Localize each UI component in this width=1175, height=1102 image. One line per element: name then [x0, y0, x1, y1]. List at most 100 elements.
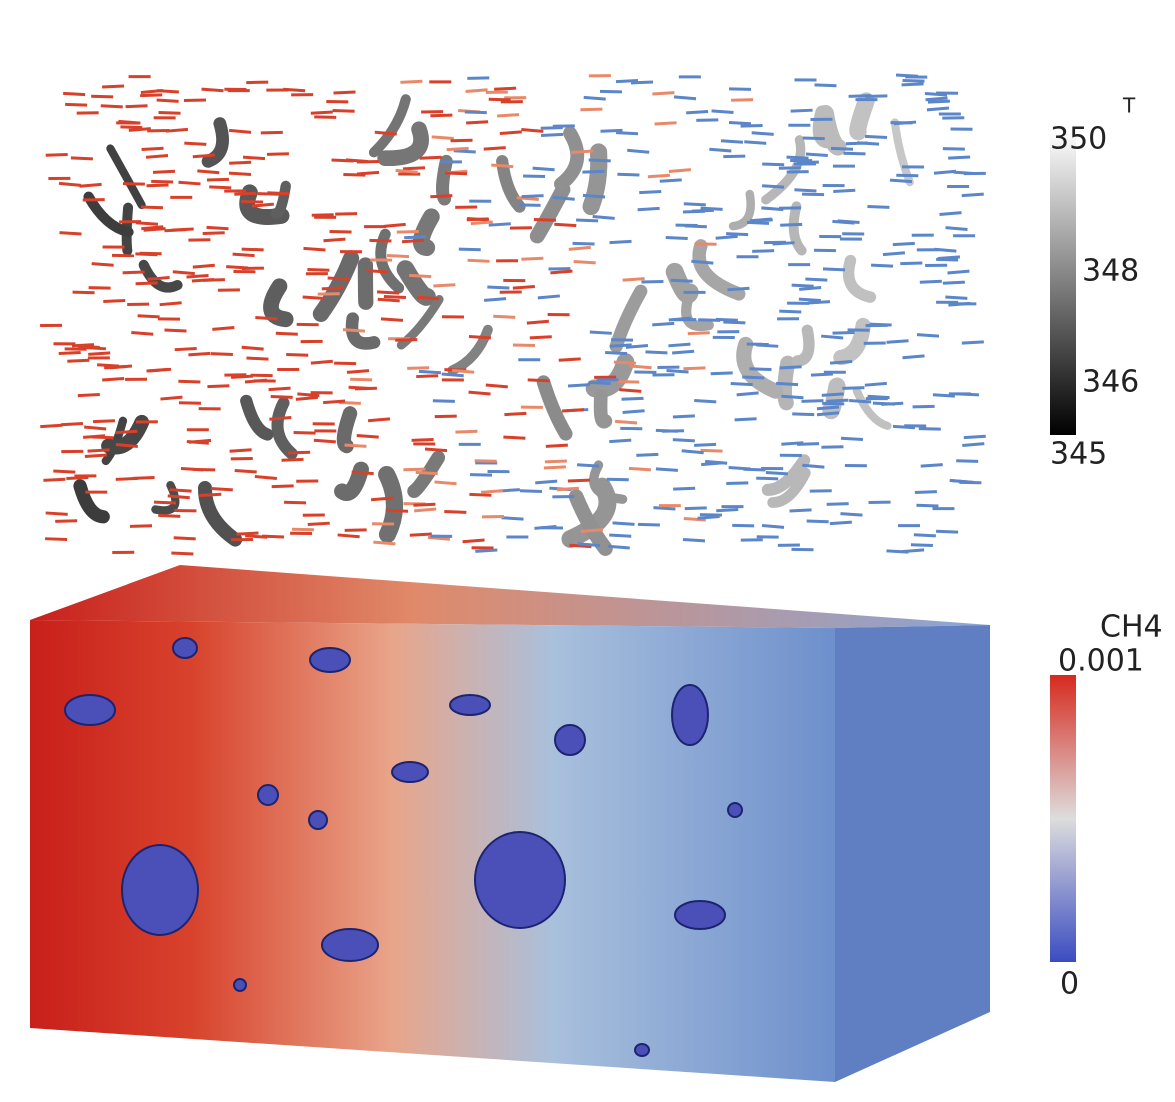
velocity-arrow [705, 461, 727, 463]
velocity-arrow [430, 115, 452, 116]
solid-strut [849, 261, 871, 298]
velocity-arrow [396, 170, 418, 172]
velocity-arrow [407, 368, 429, 369]
velocity-arrow [368, 419, 390, 421]
velocity-arrow [673, 488, 695, 489]
velocity-arrow [802, 465, 824, 467]
velocity-arrow [311, 112, 333, 113]
velocity-arrow [500, 132, 522, 134]
velocity-arrow [823, 269, 845, 270]
velocity-arrow [799, 287, 821, 289]
velocity-arrow [928, 101, 950, 102]
velocity-arrow [116, 478, 138, 479]
velocity-arrow [178, 381, 200, 382]
box-top [30, 565, 990, 628]
velocity-arrow [288, 452, 310, 453]
velocity-arrow [475, 550, 497, 551]
velocity-arrow [355, 388, 377, 389]
velocity-arrow [173, 272, 195, 274]
velocity-arrow [538, 296, 560, 298]
velocity-arrow [688, 333, 710, 334]
velocity-arrow [102, 378, 124, 379]
velocity-arrow [83, 436, 105, 438]
velocity-arrow [142, 148, 164, 149]
velocity-arrow [66, 477, 88, 478]
velocity-arrow [797, 444, 819, 445]
velocity-arrow [484, 299, 506, 301]
velocity-arrow [830, 522, 852, 524]
velocity-arrow [123, 272, 145, 273]
velocity-arrow [701, 450, 723, 451]
velocity-arrow [943, 282, 965, 283]
particle-field [40, 75, 986, 554]
velocity-arrow [40, 425, 62, 426]
solid-strut [374, 99, 406, 152]
velocity-arrow [207, 179, 229, 180]
velocity-arrow [673, 440, 695, 441]
velocity-arrow [170, 490, 192, 491]
velocity-arrow [546, 445, 568, 446]
velocity-arrow [766, 473, 788, 474]
velocity-arrow [366, 271, 388, 272]
velocity-arrow [610, 345, 632, 346]
velocity-arrow [445, 173, 467, 174]
velocity-arrow [787, 157, 809, 158]
velocity-arrow [404, 237, 426, 238]
velocity-arrow [92, 264, 114, 266]
velocity-arrow [656, 469, 678, 470]
velocity-arrow [303, 248, 325, 250]
velocity-arrow [826, 400, 848, 401]
velocity-arrow [157, 100, 179, 101]
velocity-arrow [151, 181, 173, 182]
solid-strut [544, 382, 566, 434]
velocity-arrow [454, 151, 476, 152]
velocity-arrow [903, 356, 925, 358]
velocity-arrow [235, 470, 257, 471]
velocity-arrow [338, 535, 360, 537]
velocity-arrow [269, 388, 291, 390]
velocity-arrow [369, 240, 391, 241]
velocity-arrow [378, 299, 400, 301]
velocity-arrow [893, 243, 915, 244]
velocity-arrow [686, 112, 708, 113]
velocity-arrow [489, 224, 511, 225]
velocity-arrow [333, 92, 355, 93]
velocity-arrow [616, 81, 638, 82]
velocity-arrow [387, 255, 409, 256]
velocity-arrow [303, 297, 325, 298]
velocity-arrow [914, 535, 936, 536]
velocity-arrow [89, 288, 111, 289]
velocity-arrow [752, 251, 774, 252]
tick-label: 350 [1050, 122, 1107, 157]
velocity-arrow [164, 230, 186, 231]
velocity-arrow [164, 330, 186, 331]
colorbar-title: CH4 [1100, 610, 1163, 645]
velocity-arrow [865, 96, 887, 97]
velocity-arrow [936, 259, 958, 260]
velocity-arrow [683, 368, 705, 369]
velocity-arrow [544, 467, 566, 468]
velocity-arrow [669, 170, 691, 172]
velocity-arrow [395, 340, 417, 341]
velocity-arrow [744, 142, 766, 144]
velocity-arrow [414, 509, 436, 511]
velocity-arrow [694, 444, 716, 445]
velocity-arrow [737, 393, 759, 395]
velocity-arrow [581, 530, 603, 532]
velocity-arrow [886, 551, 908, 552]
velocity-arrow [308, 523, 330, 524]
velocity-arrow [129, 129, 151, 131]
velocity-arrow [871, 265, 893, 266]
velocity-arrow [799, 299, 821, 300]
velocity-arrow [123, 184, 145, 185]
velocity-arrow [698, 517, 720, 519]
velocity-arrow [403, 469, 425, 470]
velocity-arrow [144, 229, 166, 231]
visualization: T 350 348 346 345 CH4 0.001 0 [0, 0, 1175, 1102]
velocity-arrow [386, 510, 408, 511]
velocity-arrow [666, 238, 688, 239]
velocity-arrow [503, 437, 525, 438]
velocity-arrow [609, 535, 631, 536]
velocity-arrow [521, 258, 543, 259]
velocity-arrow [790, 510, 812, 511]
